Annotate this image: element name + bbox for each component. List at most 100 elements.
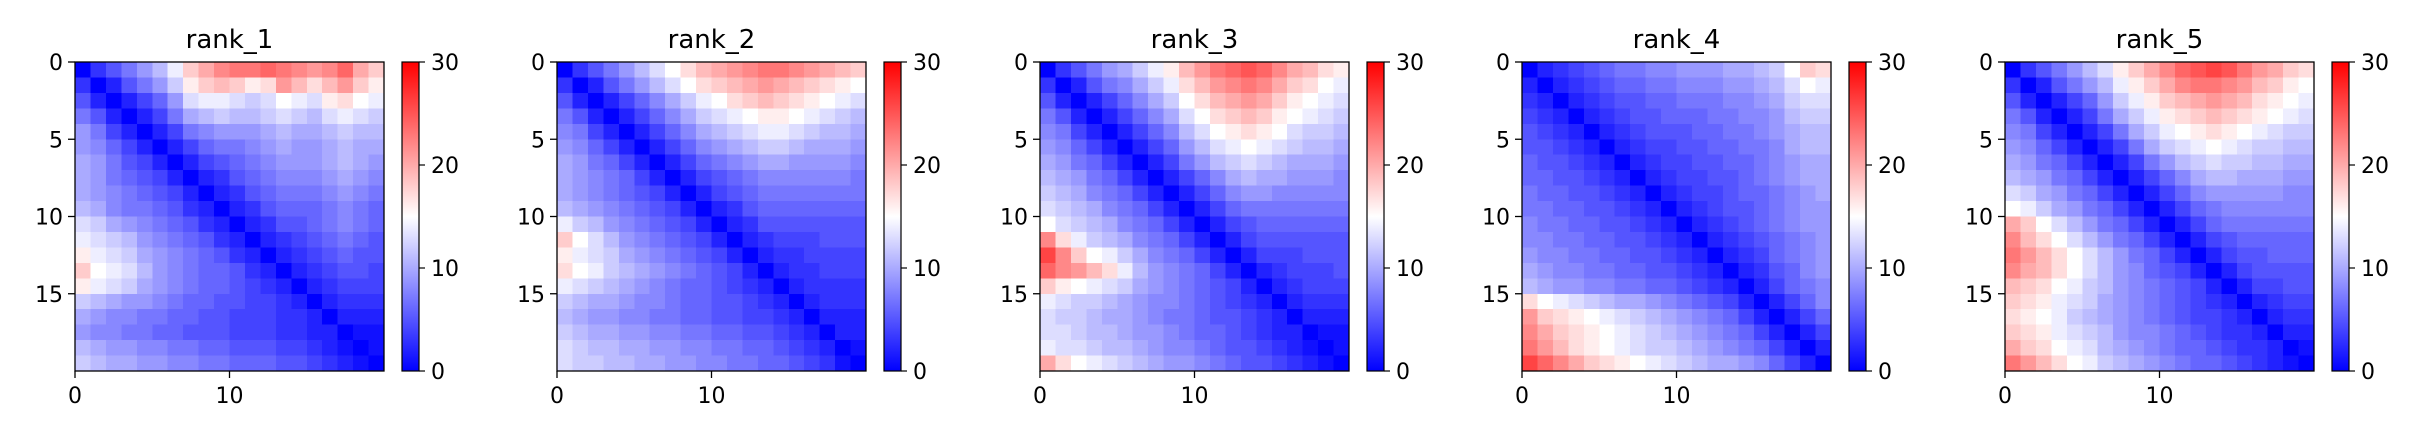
heatmap-cell-13-5 (1599, 262, 1616, 279)
heatmap-cell-15-7 (1148, 293, 1165, 310)
heatmap-cell-11-4 (1101, 231, 1118, 248)
heatmap-cell-17-3 (1086, 324, 1103, 341)
heatmap-cell-15-9 (696, 293, 713, 310)
heatmap-cell-6-11 (2174, 154, 2191, 171)
heatmap-cell-9-18 (835, 201, 852, 218)
heatmap-cell-2-4 (2066, 92, 2083, 109)
heatmap-cell-10-1 (1537, 216, 1554, 233)
heatmap-cell-1-13 (1240, 77, 1257, 94)
heatmap-cell-15-11 (1691, 293, 1708, 310)
heatmap-cell-3-10 (229, 108, 246, 125)
heatmap-cell-3-1 (572, 108, 589, 125)
heatmap-cell-12-16 (804, 247, 821, 264)
heatmap-cell-7-2 (1070, 170, 1087, 187)
heatmap-cell-16-7 (2113, 309, 2130, 326)
heatmap-cell-4-13 (1240, 123, 1257, 140)
heatmap-cell-15-16 (1769, 293, 1786, 310)
heatmap-cell-2-18 (2283, 92, 2300, 109)
heatmap-cell-17-3 (603, 324, 620, 341)
heatmap-cell-4-1 (1055, 123, 1072, 140)
heatmap-cell-10-13 (1240, 216, 1257, 233)
heatmap-cell-6-9 (1179, 154, 1196, 171)
heatmap-cell-0-17 (819, 62, 836, 79)
heatmap-cell-1-0 (2005, 77, 2022, 94)
heatmap-cell-5-5 (634, 139, 651, 156)
heatmap-cell-7-18 (353, 170, 370, 187)
heatmap-cell-0-2 (587, 62, 604, 79)
heatmap-cell-5-14 (773, 139, 790, 156)
heatmap-cell-9-16 (2252, 201, 2269, 218)
heatmap-cell-9-18 (1800, 201, 1817, 218)
heatmap-cell-7-5 (1117, 170, 1134, 187)
heatmap-cell-10-17 (1784, 216, 1801, 233)
heatmap-cell-13-5 (152, 262, 169, 279)
heatmap-cell-9-0 (1522, 201, 1539, 218)
heatmap-cell-9-1 (1537, 201, 1554, 218)
heatmap-cell-12-6 (649, 247, 666, 264)
heatmap-cell-3-16 (2252, 108, 2269, 125)
heatmap-cell-6-7 (183, 154, 200, 171)
heatmap-cell-18-17 (2267, 340, 2284, 357)
heatmap-cell-5-9 (696, 139, 713, 156)
heatmap-cell-2-6 (1614, 92, 1631, 109)
heatmap-cell-1-17 (1784, 77, 1801, 94)
heatmap-cell-3-4 (1583, 108, 1600, 125)
heatmap-cell-1-13 (1722, 77, 1739, 94)
heatmap-cell-13-3 (603, 262, 620, 279)
heatmap-cell-18-5 (634, 340, 651, 357)
heatmap-cell-14-10 (229, 278, 246, 295)
heatmap-cell-8-9 (214, 185, 231, 202)
heatmap-cell-15-16 (804, 293, 821, 310)
heatmap-cell-13-4 (2066, 262, 2083, 279)
heatmap-cell-12-19 (368, 247, 385, 264)
heatmap-cell-18-4 (618, 340, 635, 357)
heatmap-cell-9-17 (1784, 201, 1801, 218)
heatmap-cell-7-9 (696, 170, 713, 187)
heatmap-cell-1-3 (121, 77, 138, 94)
heatmap-cell-3-2 (587, 108, 604, 125)
heatmap-cell-12-12 (742, 247, 759, 264)
heatmap-cell-16-18 (835, 309, 852, 326)
heatmap-cell-13-5 (1117, 262, 1134, 279)
heatmap-cell-4-5 (1117, 123, 1134, 140)
heatmap-cell-12-7 (665, 247, 682, 264)
heatmap-cell-19-1 (90, 355, 107, 372)
panel-title: rank_2 (668, 25, 756, 55)
heatmap-cell-6-13 (2205, 154, 2222, 171)
heatmap-cell-2-12 (742, 92, 759, 109)
heatmap-cell-10-9 (696, 216, 713, 233)
heatmap-cell-19-0 (2005, 355, 2022, 372)
heatmap-cell-12-3 (121, 247, 138, 264)
heatmap-cell-12-5 (1599, 247, 1616, 264)
heatmap-cell-6-9 (1661, 154, 1678, 171)
heatmap-cell-2-4 (136, 92, 153, 109)
heatmap-cell-11-18 (1800, 231, 1817, 248)
heatmap-cell-8-3 (603, 185, 620, 202)
heatmap-cell-5-11 (1691, 139, 1708, 156)
heatmap-cell-19-15 (1271, 355, 1288, 372)
heatmap-cell-1-10 (2159, 77, 2176, 94)
heatmap-cell-0-7 (1630, 62, 1647, 79)
heatmap-cell-10-12 (742, 216, 759, 233)
heatmap-cell-11-13 (1722, 231, 1739, 248)
heatmap-cell-18-18 (2283, 340, 2300, 357)
heatmap-cell-18-13 (757, 340, 774, 357)
heatmap-cell-12-10 (711, 247, 728, 264)
heatmap-cell-11-1 (572, 231, 589, 248)
heatmap-cell-19-11 (1691, 355, 1708, 372)
heatmap-cell-10-1 (90, 216, 107, 233)
heatmap-cell-18-7 (2113, 340, 2130, 357)
heatmap-cell-2-5 (1599, 92, 1616, 109)
heatmap-cell-1-17 (819, 77, 836, 94)
heatmap-cell-6-19 (1815, 154, 1832, 171)
heatmap-cell-16-5 (2082, 309, 2099, 326)
heatmap-cell-1-19 (368, 77, 385, 94)
y-tick-label: 15 (35, 283, 63, 308)
heatmap-cell-7-16 (322, 170, 339, 187)
heatmap-cell-7-9 (2144, 170, 2161, 187)
heatmap-cell-19-8 (680, 355, 697, 372)
x-tick-label: 10 (2146, 384, 2174, 409)
heatmap-cell-4-1 (90, 123, 107, 140)
heatmap-cell-13-9 (2144, 262, 2161, 279)
heatmap-cell-4-12 (742, 123, 759, 140)
